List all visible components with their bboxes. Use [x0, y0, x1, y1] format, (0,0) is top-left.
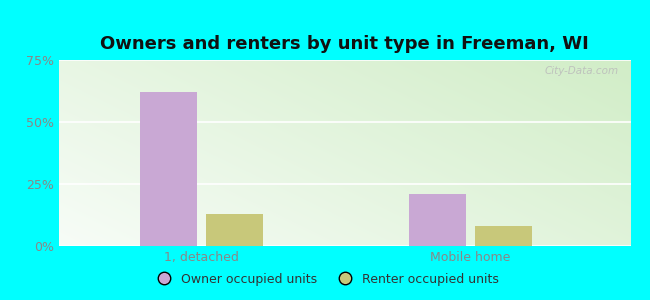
- Title: Owners and renters by unit type in Freeman, WI: Owners and renters by unit type in Freem…: [100, 35, 589, 53]
- Bar: [409, 194, 466, 246]
- Bar: [140, 92, 197, 246]
- Bar: [206, 214, 263, 246]
- Bar: [474, 226, 532, 246]
- Legend: Owner occupied units, Renter occupied units: Owner occupied units, Renter occupied un…: [146, 268, 504, 291]
- Text: City-Data.com: City-Data.com: [545, 66, 619, 76]
